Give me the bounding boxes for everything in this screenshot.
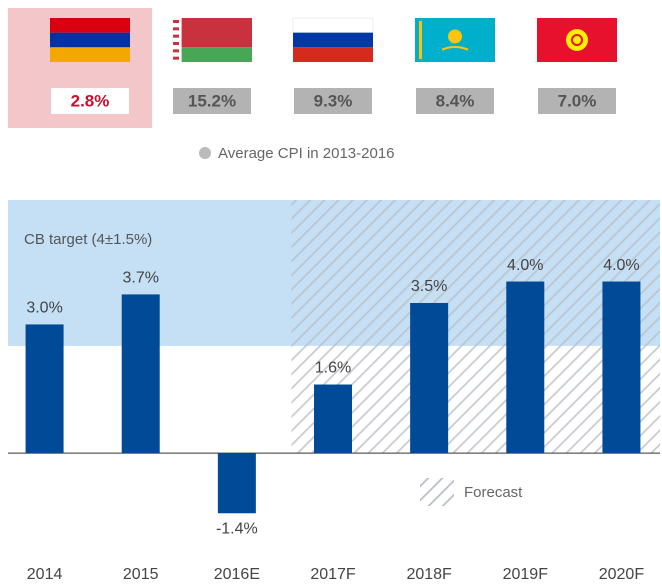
x-tick-label: 2014 bbox=[27, 566, 63, 583]
flag-stripe bbox=[293, 32, 373, 48]
value-label: 3.0% bbox=[26, 300, 62, 317]
flag-ornament bbox=[419, 21, 422, 59]
legend-swatch bbox=[199, 147, 211, 159]
value-box bbox=[173, 88, 251, 114]
x-tick-label: 2018F bbox=[406, 566, 452, 583]
x-tick-label: 2017F bbox=[310, 566, 356, 583]
value-box bbox=[538, 88, 616, 114]
value-label: 1.6% bbox=[315, 360, 351, 377]
value-label: -1.4% bbox=[216, 520, 258, 537]
flag-ornament bbox=[173, 20, 179, 23]
x-tick-label: 2019F bbox=[503, 566, 549, 583]
value-box bbox=[51, 88, 129, 114]
flag-eagle bbox=[441, 46, 469, 51]
x-tick-label: 2020F bbox=[599, 566, 645, 583]
bar bbox=[217, 453, 256, 514]
bar bbox=[410, 302, 449, 454]
flag-stripe bbox=[292, 17, 374, 33]
value-label: 4.0% bbox=[603, 257, 639, 274]
value-label: 4.0% bbox=[507, 257, 543, 274]
band-label: CB target (4±1.5%) bbox=[24, 231, 152, 248]
bar bbox=[602, 281, 641, 454]
flag-ornament bbox=[173, 56, 179, 60]
value-label: 8.4% bbox=[436, 91, 475, 110]
value-label: 7.0% bbox=[558, 91, 597, 110]
flag-stripe bbox=[50, 32, 130, 48]
value-box bbox=[416, 88, 494, 114]
flag-ornament bbox=[172, 18, 182, 62]
bar bbox=[314, 384, 352, 454]
flag-stripe bbox=[172, 47, 252, 62]
bar bbox=[25, 324, 64, 454]
flag-ornament bbox=[173, 27, 179, 31]
value-label: 2.8% bbox=[71, 91, 110, 110]
bar bbox=[506, 281, 545, 454]
flag-stripe bbox=[50, 47, 130, 62]
forecast-label: Forecast bbox=[464, 484, 523, 501]
flag-ornament bbox=[173, 42, 179, 45]
value-label: 3.7% bbox=[122, 270, 158, 287]
value-label: 9.3% bbox=[314, 91, 353, 110]
value-label: 15.2% bbox=[188, 91, 236, 110]
value-label: 3.5% bbox=[411, 278, 447, 295]
value-box bbox=[294, 88, 372, 114]
x-tick-label: 2016E bbox=[214, 566, 260, 583]
forecast-swatch bbox=[420, 478, 454, 506]
legend-label: Average CPI in 2013-2016 bbox=[218, 145, 395, 162]
flag-sun bbox=[573, 36, 581, 44]
x-tick-label: 2015 bbox=[123, 566, 159, 583]
flag-stripe bbox=[172, 18, 252, 48]
flag-ornament bbox=[173, 34, 179, 38]
flag-stripe bbox=[293, 47, 373, 62]
flag-ornament bbox=[173, 49, 179, 53]
flag-stripe bbox=[50, 18, 130, 33]
forecast-area bbox=[291, 200, 660, 454]
bar bbox=[121, 294, 160, 454]
flag-sun bbox=[448, 29, 462, 44]
